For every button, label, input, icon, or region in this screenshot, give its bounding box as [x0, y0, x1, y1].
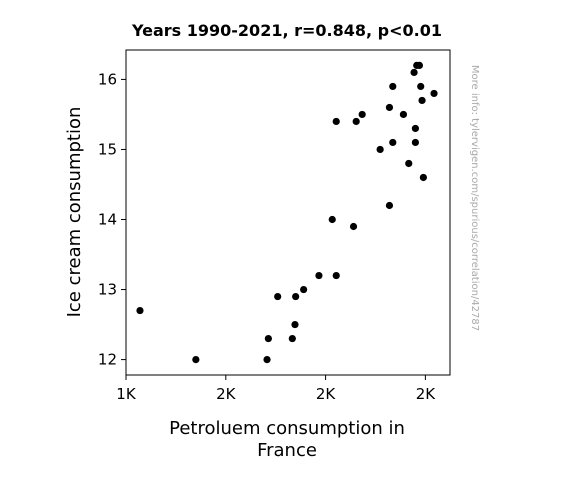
data-point: [292, 292, 300, 301]
x-axis-label-line-2: France: [257, 440, 317, 461]
data-point: [192, 355, 200, 364]
data-point: [385, 201, 394, 210]
data-point: [415, 61, 423, 70]
x-tick-label: 1K: [116, 385, 137, 403]
source-note: More info: tylervigen.com/spurious/corre…: [469, 65, 480, 331]
x-tick-label: 2K: [216, 385, 237, 403]
data-point: [430, 89, 438, 98]
data-point: [417, 82, 425, 91]
data-point: [349, 222, 358, 231]
x-tick-label: 2K: [416, 385, 437, 403]
data-points: [136, 61, 438, 364]
data-point: [411, 124, 420, 133]
y-tick-label: 12: [98, 351, 117, 369]
data-point: [263, 355, 271, 364]
y-tick-label: 15: [98, 140, 117, 158]
chart-title: Years 1990-2021, r=0.848, p<0.01: [131, 21, 442, 40]
plot-area: [125, 49, 451, 376]
data-point: [410, 68, 418, 77]
data-point: [399, 110, 408, 119]
y-tick-label: 16: [98, 70, 117, 88]
data-point: [389, 82, 397, 91]
y-axis-label: Ice cream consumption: [64, 107, 85, 318]
data-point: [300, 285, 308, 294]
data-point: [288, 334, 296, 343]
x-axis-label-line-1: Petroluem consumption in: [169, 418, 405, 439]
x-tick-label: 2K: [316, 385, 337, 403]
y-tick-label: 13: [98, 281, 117, 299]
data-point: [389, 138, 397, 147]
data-point: [405, 159, 413, 168]
data-point: [328, 215, 336, 224]
y-axis: 12 13 14 15 16: [98, 70, 126, 369]
data-point: [264, 334, 272, 343]
data-point: [419, 173, 427, 182]
data-point: [411, 138, 420, 147]
data-point: [136, 306, 144, 315]
x-axis: 1K 2K 2K 2K: [116, 375, 436, 403]
y-tick-label: 14: [98, 211, 117, 229]
data-point: [332, 117, 340, 126]
data-point: [358, 110, 366, 119]
data-point: [376, 145, 384, 154]
data-point: [418, 96, 426, 105]
data-point: [315, 271, 323, 280]
data-point: [332, 271, 340, 280]
data-point: [352, 117, 360, 126]
data-point: [274, 292, 282, 301]
data-point: [291, 320, 299, 329]
data-point: [385, 103, 394, 112]
